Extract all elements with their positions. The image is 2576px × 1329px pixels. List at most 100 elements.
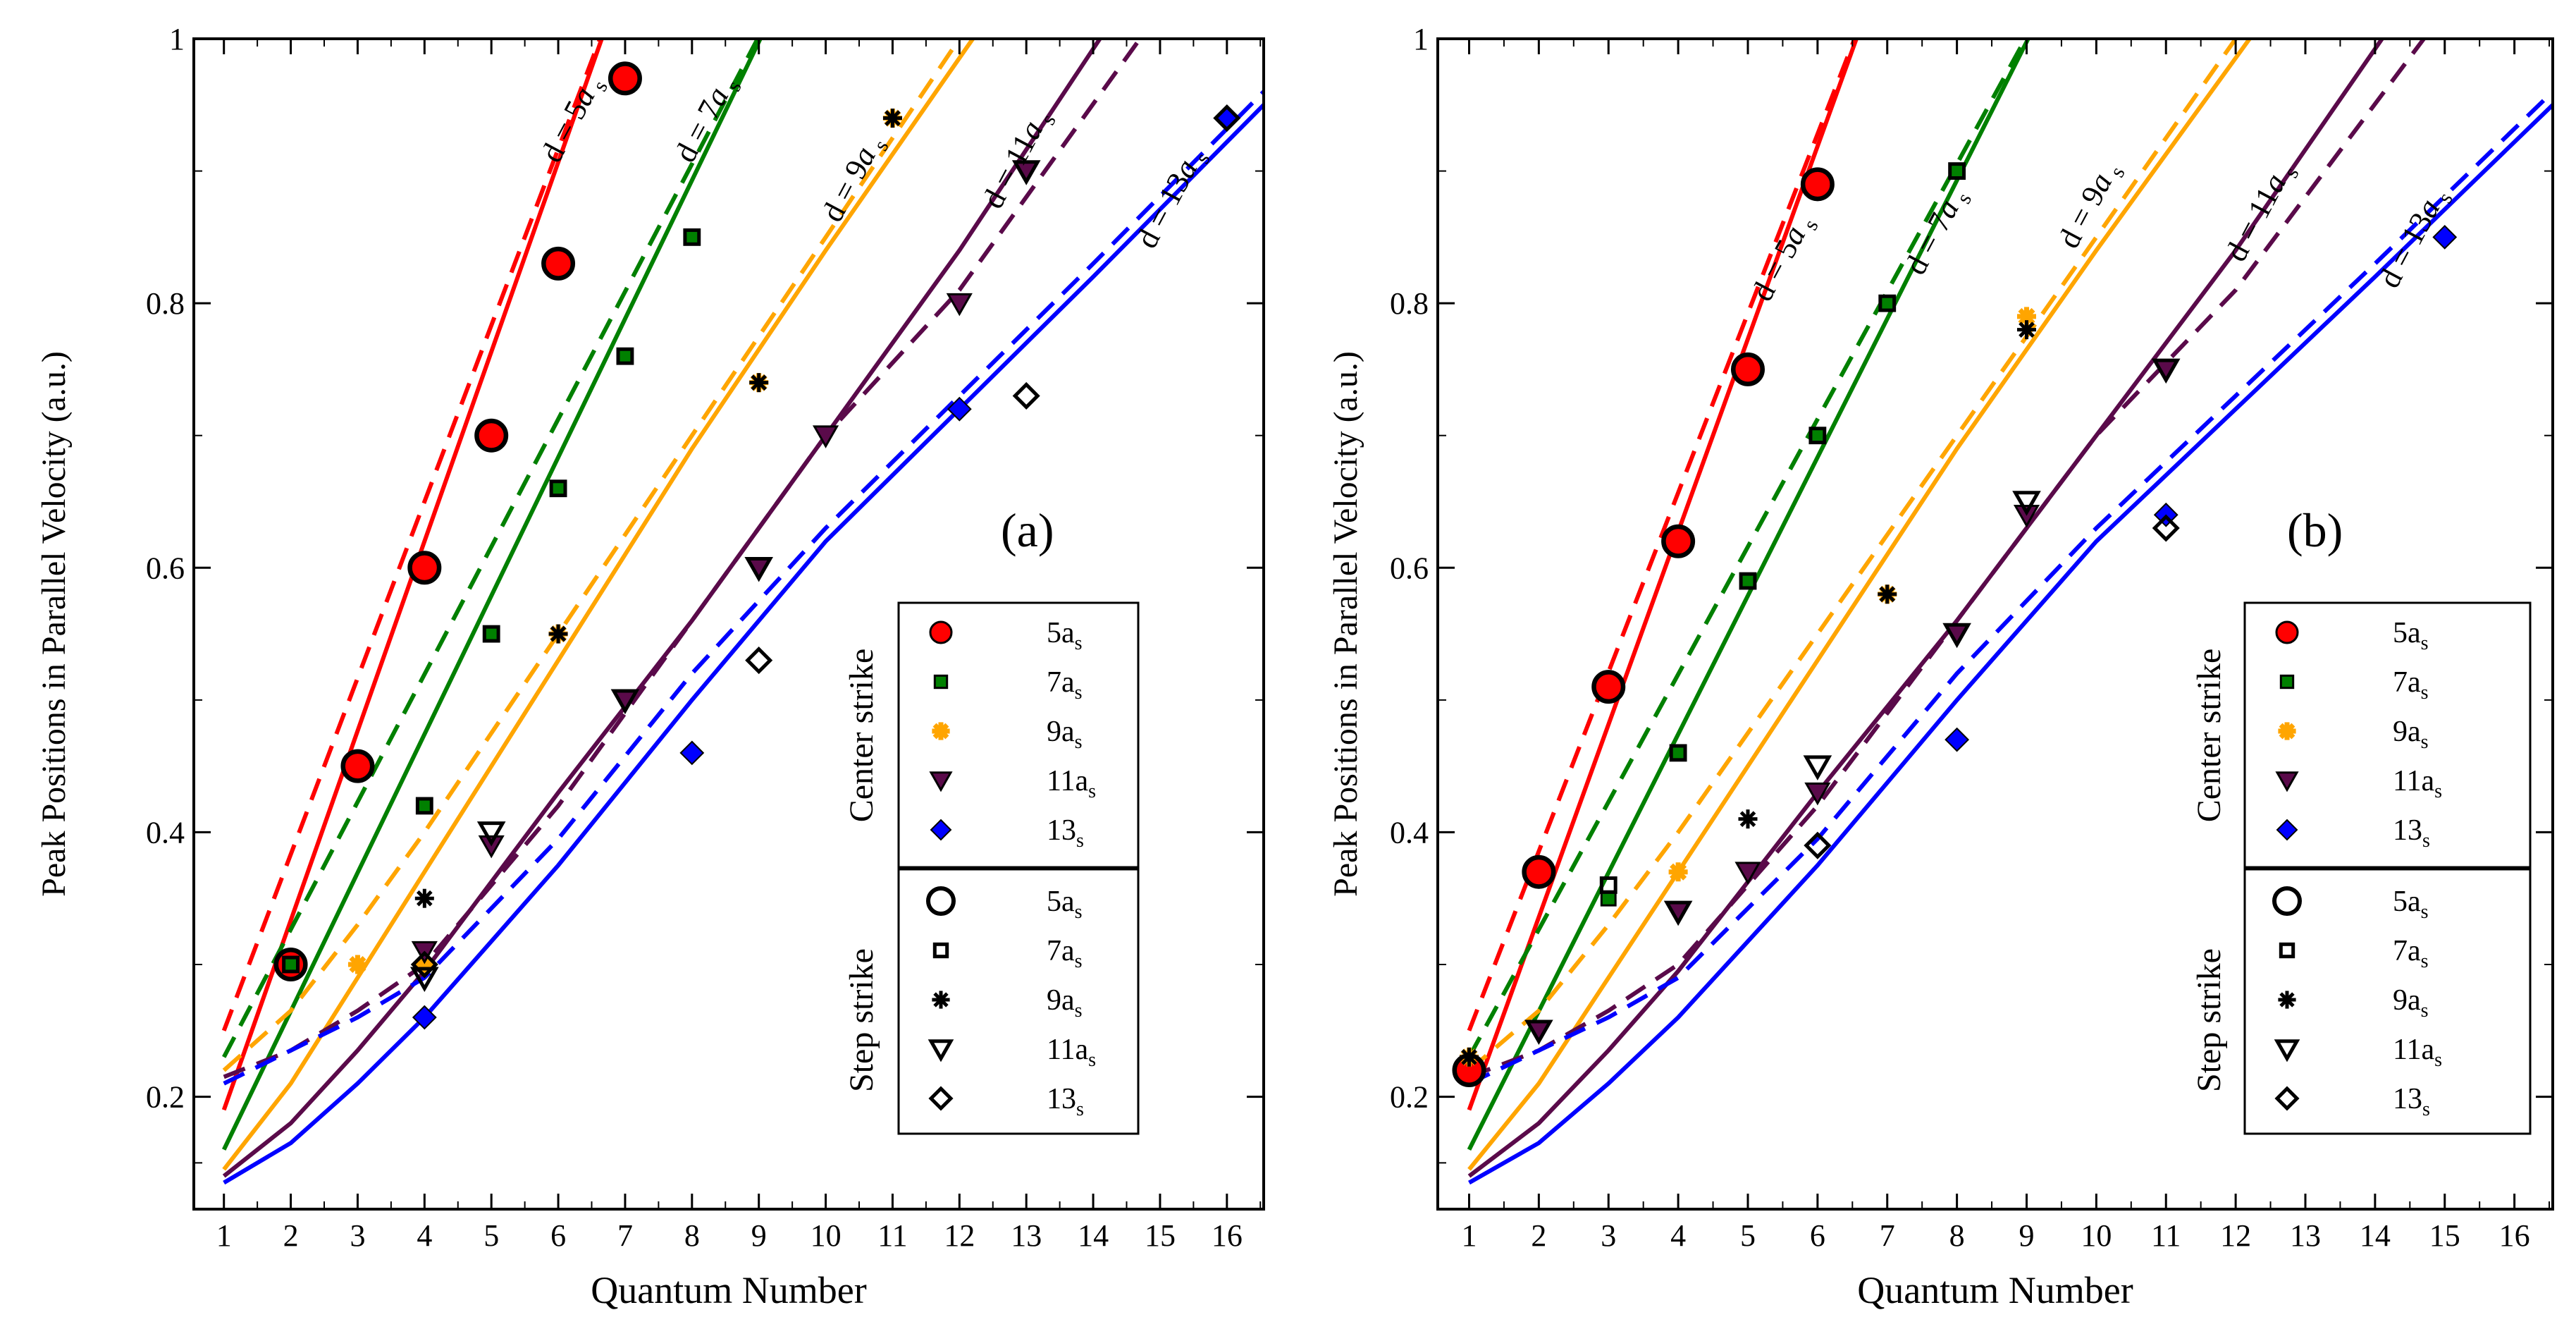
legend-entry-step: 11as <box>2393 1034 2442 1071</box>
data-point-9as-step <box>1738 809 1758 829</box>
x-tick-label: 15 <box>1145 1218 1176 1253</box>
data-point-7as-step <box>482 625 500 643</box>
legend-entry-step: 7as <box>1047 935 1083 972</box>
data-point-13as-step <box>2152 514 2180 542</box>
series-line-11as-solid <box>222 39 1102 1178</box>
data-point-9as-step <box>1459 1047 1479 1067</box>
panel-b-xlabel: Quantum Number <box>1857 1269 2133 1311</box>
data-point-13as-center <box>1945 727 1970 752</box>
panel-a-markers <box>273 61 1241 1030</box>
legend-entry-center: 9as <box>2393 716 2429 753</box>
y-tick-label: 1 <box>1413 22 1429 56</box>
x-tick-label: 7 <box>617 1218 633 1253</box>
data-point-7as-step <box>1669 744 1687 762</box>
data-point-11as-step <box>410 967 439 992</box>
panel-b-legend: Center strike Step strike 5as 5as 7as 7as 9as 9… <box>2190 601 2532 1135</box>
legend-marker-center-5as <box>929 620 953 644</box>
data-point-13as-step <box>1012 381 1040 410</box>
series-line-7as-solid <box>1467 39 2031 1151</box>
x-tick-label: 12 <box>2220 1218 2251 1253</box>
legend-marker-center-11as <box>2275 771 2299 792</box>
data-point-7as-step <box>415 797 433 815</box>
panel-a: 1 2 3 4 5 6 7 8 9 10 11 12 13 14 15 160.20.40.60.81 d =… <box>35 22 1265 1311</box>
panel-a-ylabel: Peak Positions in Parallel Velocity (a.u… <box>35 351 73 897</box>
legend-marker-step-7as <box>2279 942 2295 959</box>
data-point-7as-step <box>1948 162 1966 180</box>
legend-entry-center: 13s <box>1047 814 1084 852</box>
legend-step-label: Step strike <box>2190 948 2228 1092</box>
data-point-5as-step <box>608 61 642 96</box>
data-point-11as-step <box>744 556 774 582</box>
data-point-7as-step <box>1739 572 1757 590</box>
x-tick-label: 2 <box>1531 1218 1546 1253</box>
panel-b: 1 2 3 4 5 6 7 8 9 10 11 12 13 14 15 160.20.40.60.81 d =… <box>1327 22 2554 1311</box>
data-point-11as-step <box>1011 160 1041 185</box>
legend-entry-step: 13s <box>1047 1083 1084 1120</box>
legend-marker-center-13as <box>2276 819 2298 841</box>
legend-entry-center: 5as <box>2393 617 2429 654</box>
legend-entry-step: 9as <box>2393 984 2429 1022</box>
legend-marker-center-7as <box>2279 674 2295 690</box>
data-point-7as-center <box>684 228 701 245</box>
x-tick-label: 13 <box>2290 1218 2321 1253</box>
x-tick-label: 14 <box>1078 1218 1109 1253</box>
y-tick-label: 0.8 <box>146 286 185 321</box>
x-tick-label: 1 <box>216 1218 232 1253</box>
data-point-7as-step <box>1599 876 1617 894</box>
legend-marker-step-9as <box>2278 991 2296 1009</box>
data-point-5as-step <box>1591 670 1626 704</box>
legend-entry-center: 11as <box>1047 765 1096 802</box>
legend-marker-center-7as <box>933 674 949 690</box>
legend-entry-center: 7as <box>2393 666 2429 704</box>
data-point-11as-step <box>2012 491 2041 516</box>
data-point-7as-center <box>283 956 299 973</box>
line-annotation-5as: d = 5a s <box>534 69 612 170</box>
data-point-7as-center <box>617 348 634 365</box>
x-tick-label: 5 <box>483 1218 499 1253</box>
legend-entry-step: 9as <box>1047 984 1083 1022</box>
line-annotation-13as: d = 13a s <box>1129 142 1215 256</box>
x-tick-label: 16 <box>1212 1218 1243 1253</box>
data-point-5as-step <box>273 947 308 981</box>
data-point-7as-center <box>483 625 500 642</box>
panel-a-label: (a) <box>1001 503 1054 557</box>
panel-b-label: (b) <box>2287 503 2343 557</box>
x-tick-label: 12 <box>944 1218 975 1253</box>
x-tick-label: 4 <box>417 1218 432 1253</box>
data-point-13as-center <box>947 396 972 422</box>
panel-a-ticks: 1 2 3 4 5 6 7 8 9 10 11 12 13 14 15 160.20.40.60.81 <box>146 22 1264 1253</box>
legend-center-label: Center strike <box>2190 649 2228 823</box>
line-annotation-11as: d = 11a s <box>975 103 1061 216</box>
panel-b-markers <box>1452 162 2458 1088</box>
x-tick-label: 10 <box>811 1218 842 1253</box>
data-point-7as-step <box>683 228 701 246</box>
data-point-13as-step <box>1213 104 1241 133</box>
panel-a-lines <box>221 39 1264 1185</box>
series-line-7as-dashed <box>1467 39 2028 1058</box>
legend-entry-step: 5as <box>1047 886 1083 923</box>
legend-marker-step-13as <box>2274 1086 2300 1111</box>
data-point-9as-center <box>1668 862 1688 882</box>
series-line-13as-solid <box>1468 103 2553 1185</box>
data-point-5as-step <box>474 418 509 453</box>
series-line-9as-solid <box>222 39 975 1171</box>
data-point-9as-step <box>1878 584 1897 604</box>
panel-a-xlabel: Quantum Number <box>591 1269 866 1311</box>
legend-center-label: Center strike <box>843 649 880 823</box>
data-point-11as-step <box>1942 623 1971 649</box>
legend-marker-center-5as <box>2275 620 2299 644</box>
y-tick-label: 0.8 <box>1390 286 1429 321</box>
legend-entry-center: 9as <box>1047 716 1083 753</box>
data-point-7as-center <box>1739 572 1756 589</box>
data-point-11as-step <box>1524 1019 1553 1046</box>
series-line-5as-dashed <box>1467 39 1857 1031</box>
data-point-7as-step <box>1878 294 1897 312</box>
y-tick-label: 1 <box>169 22 185 56</box>
data-point-11as-step <box>1663 900 1693 926</box>
data-point-13as-step <box>1804 831 1832 859</box>
panel-b-frame <box>1436 37 2554 1211</box>
x-tick-label: 8 <box>1949 1218 1965 1253</box>
data-point-5as-step <box>340 749 375 783</box>
legend-marker-step-11as <box>928 1039 954 1062</box>
